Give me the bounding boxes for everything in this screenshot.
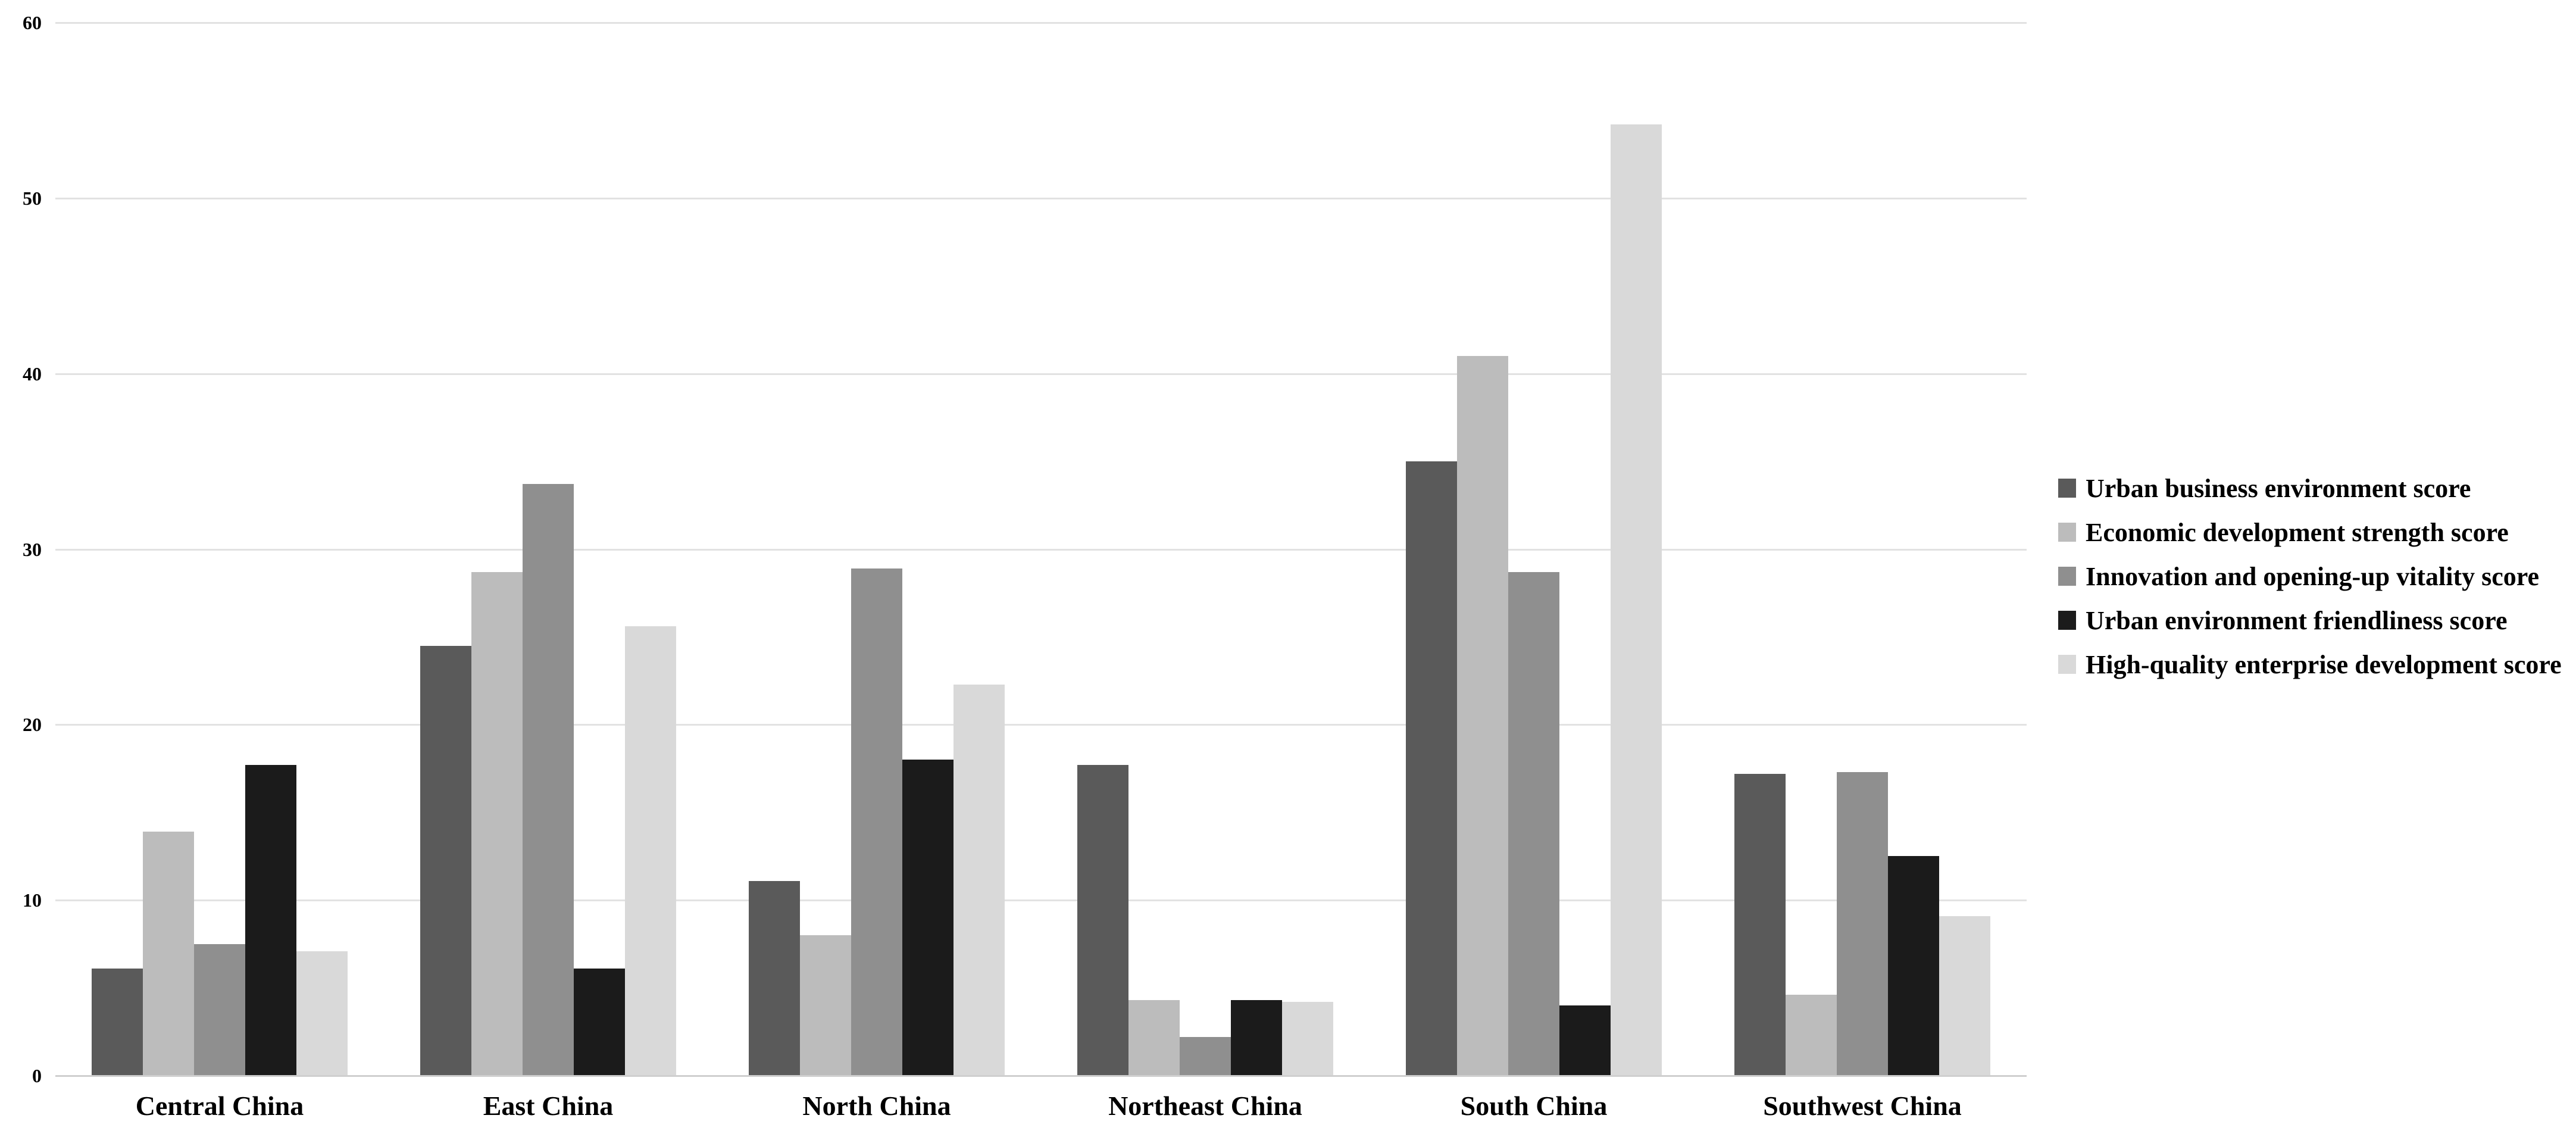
bar bbox=[1282, 1002, 1333, 1075]
bar bbox=[1888, 856, 1939, 1075]
bar bbox=[1837, 771, 1888, 1075]
bar bbox=[194, 944, 245, 1075]
bar bbox=[1939, 916, 1990, 1075]
y-axis-tick-label: 30 bbox=[23, 538, 42, 560]
x-axis-category-label: South China bbox=[1460, 1091, 1608, 1121]
bar bbox=[92, 969, 143, 1075]
bar bbox=[1508, 571, 1559, 1075]
legend-label: Innovation and opening-up vitality score bbox=[2086, 561, 2540, 591]
bar bbox=[954, 684, 1005, 1075]
bar bbox=[1077, 765, 1128, 1075]
bar bbox=[245, 765, 296, 1075]
bar bbox=[420, 645, 471, 1075]
legend-swatch-icon bbox=[2058, 479, 2076, 498]
bar bbox=[574, 969, 625, 1075]
legend-item: Urban business environment score bbox=[2047, 466, 2562, 510]
bar bbox=[143, 832, 194, 1075]
y-axis-tick-label: 50 bbox=[23, 187, 42, 209]
plot-area bbox=[55, 22, 2027, 1077]
gridline bbox=[55, 22, 2027, 24]
legend-label: Urban business environment score bbox=[2086, 473, 2471, 503]
bar bbox=[749, 880, 800, 1075]
y-axis-tick-label: 40 bbox=[23, 363, 42, 385]
gridline bbox=[55, 724, 2027, 726]
bar bbox=[1734, 773, 1786, 1075]
bar bbox=[1231, 1000, 1282, 1075]
x-axis-category-label: Northeast China bbox=[1108, 1091, 1302, 1121]
gridline bbox=[55, 899, 2027, 902]
gridline bbox=[55, 373, 2027, 375]
bar bbox=[1128, 1000, 1180, 1075]
bar bbox=[1406, 461, 1457, 1075]
legend-label: Urban environment friendliness score bbox=[2086, 605, 2508, 635]
x-axis-category-label: North China bbox=[802, 1091, 951, 1121]
legend: Urban business environment score Economic… bbox=[2047, 466, 2562, 686]
legend-label: Economic development strength score bbox=[2086, 517, 2509, 547]
bar bbox=[902, 760, 954, 1075]
y-axis-tick-label: 0 bbox=[32, 1065, 42, 1086]
y-axis-tick-label: 10 bbox=[23, 889, 42, 911]
legend-item: High-quality enterprise development scor… bbox=[2047, 642, 2562, 686]
x-axis-category-label: Southwest China bbox=[1763, 1091, 1962, 1121]
x-axis-baseline bbox=[55, 1075, 2027, 1077]
bar bbox=[1457, 356, 1508, 1075]
legend-item: Innovation and opening-up vitality score bbox=[2047, 554, 2562, 598]
legend-item: Urban environment friendliness score bbox=[2047, 598, 2562, 642]
legend-swatch-icon bbox=[2058, 523, 2076, 542]
gridline bbox=[55, 548, 2027, 551]
bar bbox=[523, 484, 574, 1075]
legend-swatch-icon bbox=[2058, 611, 2076, 630]
legend-swatch-icon bbox=[2058, 567, 2076, 586]
bar bbox=[471, 571, 523, 1075]
bar bbox=[625, 626, 676, 1075]
x-axis-category-label: East China bbox=[483, 1091, 614, 1121]
y-axis-tick-label: 20 bbox=[23, 714, 42, 736]
bar bbox=[1180, 1037, 1231, 1075]
bar bbox=[296, 951, 348, 1075]
bar bbox=[800, 935, 851, 1075]
x-axis-category-label: Central China bbox=[135, 1091, 304, 1121]
bar bbox=[1786, 995, 1837, 1075]
bar bbox=[851, 568, 902, 1075]
y-axis-tick-label: 60 bbox=[23, 12, 42, 33]
legend-label: High-quality enterprise development scor… bbox=[2086, 649, 2562, 679]
bar bbox=[1559, 1005, 1611, 1075]
gridline bbox=[55, 197, 2027, 199]
legend-item: Economic development strength score bbox=[2047, 510, 2562, 554]
legend-swatch-icon bbox=[2058, 655, 2076, 674]
bar bbox=[1611, 124, 1662, 1075]
